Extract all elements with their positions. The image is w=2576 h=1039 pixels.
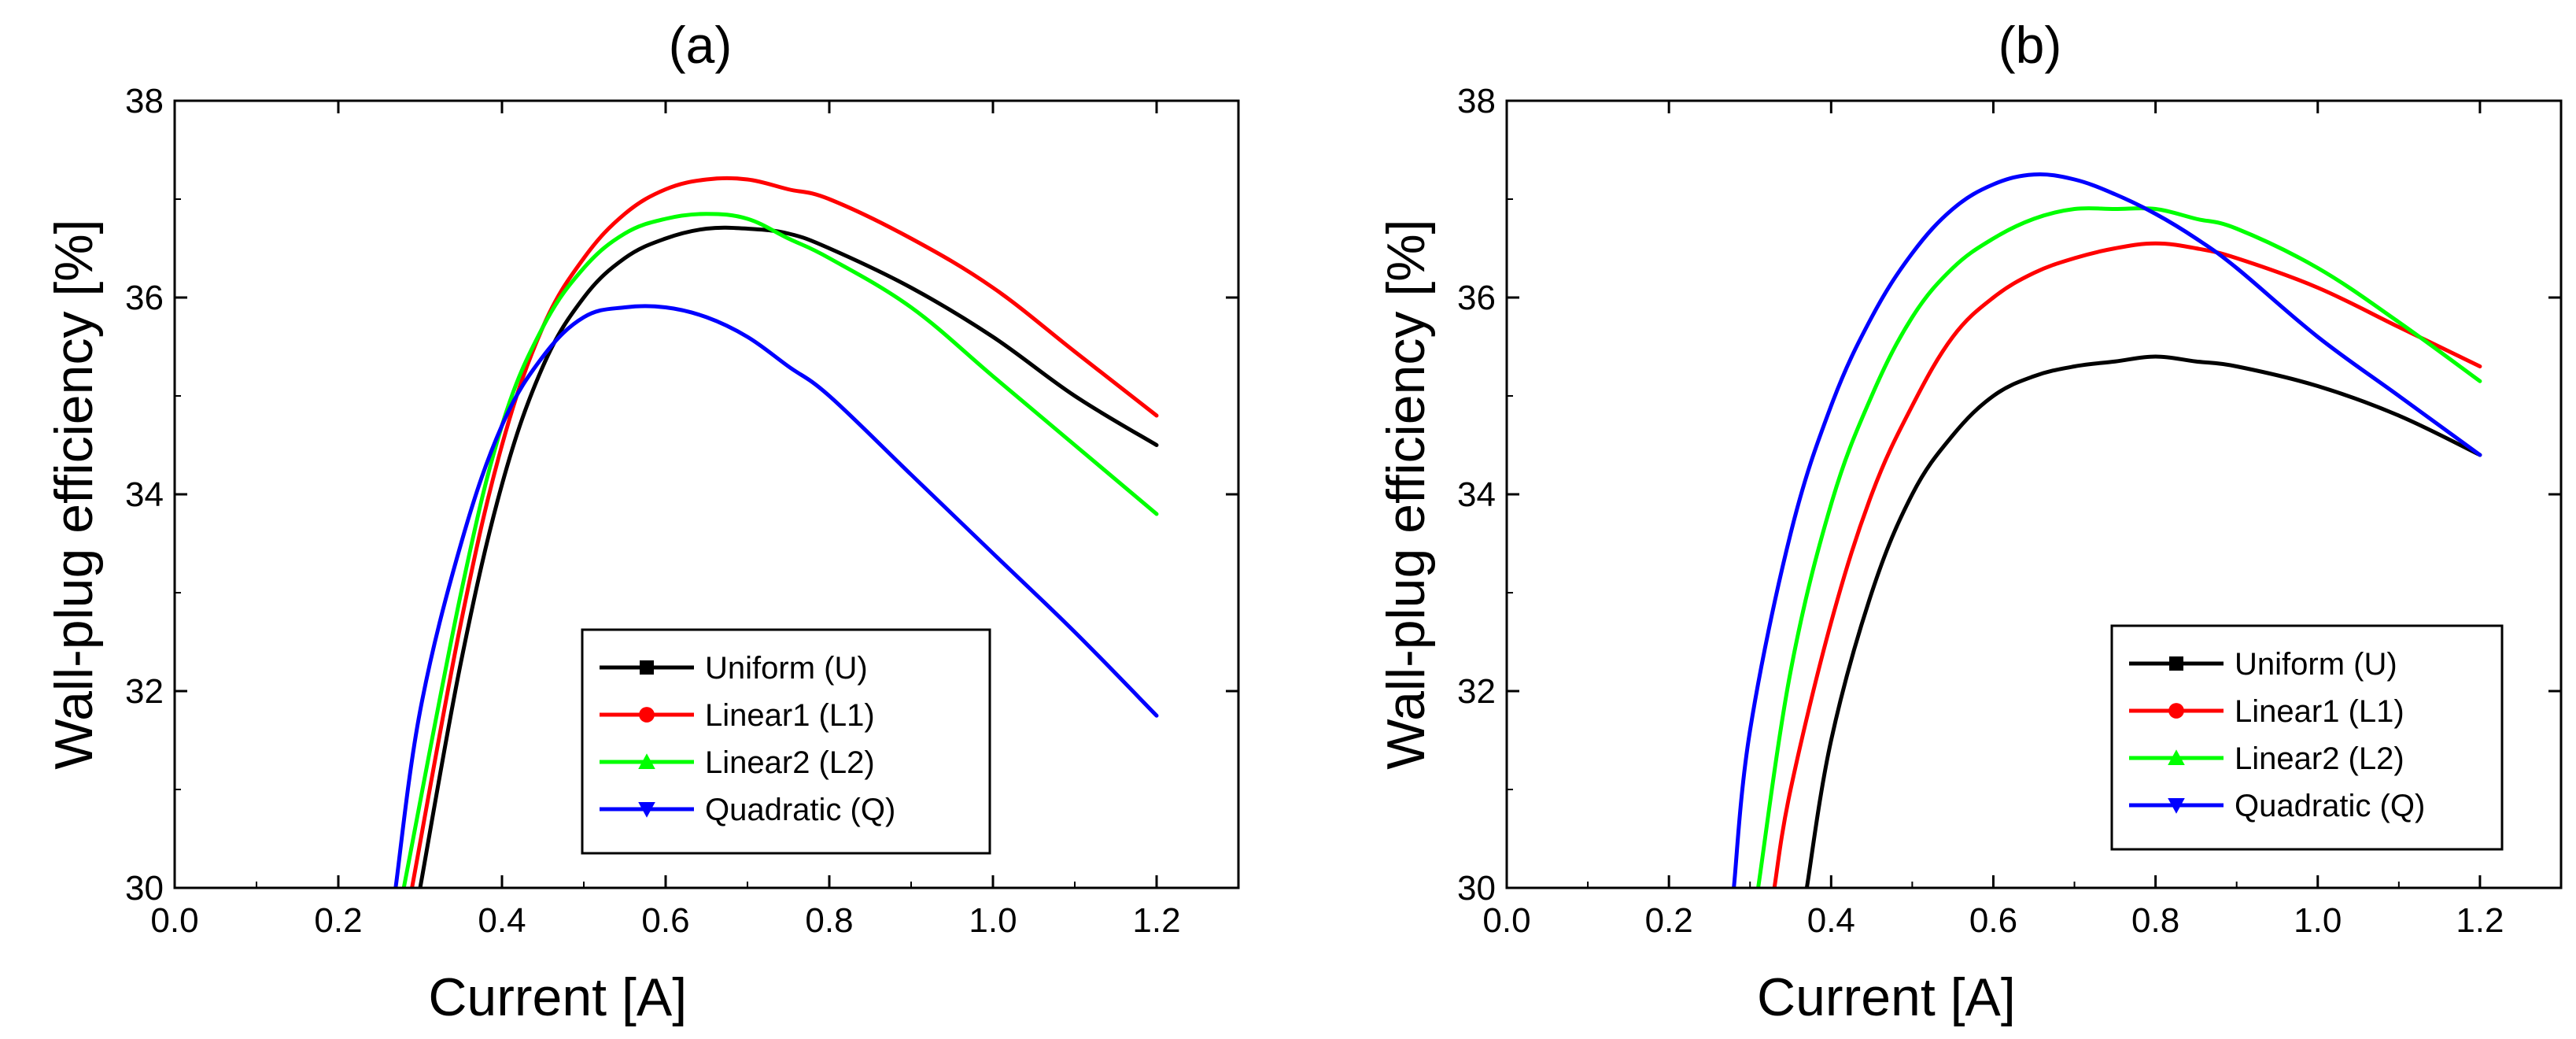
x-axis-label: Current [A] [1757, 967, 2016, 1027]
x-tick-label: 1.0 [969, 901, 1017, 940]
legend-marker-3 [2168, 749, 2185, 765]
x-tick-label: 1.0 [2294, 901, 2342, 940]
series-line-4 [1732, 172, 2482, 888]
series-line-3 [1756, 206, 2482, 888]
legend-label-1: Uniform (U) [705, 651, 868, 686]
x-tick-label: 1.2 [1132, 901, 1180, 940]
legend-marker-4 [638, 802, 655, 818]
y-tick-label: 38 [125, 82, 164, 120]
legend-marker-1 [640, 660, 654, 675]
x-tick-label: 0.4 [478, 901, 526, 940]
legend-marker-4 [2168, 798, 2185, 814]
x-axis-label: Current [A] [428, 967, 687, 1027]
y-tick-label: 30 [1457, 869, 1496, 908]
series-line-4 [393, 304, 1159, 888]
x-tick-label: 0.6 [641, 901, 689, 940]
legend-label-1: Uniform (U) [2235, 647, 2397, 682]
y-tick-label: 32 [1457, 672, 1496, 711]
legend-label-4: Quadratic (Q) [2235, 789, 2425, 823]
y-axis-label: Wall-plug efficiency [%] [44, 219, 104, 769]
legend: Uniform (U) Linear1 (L1) Linear2 (L2) Quadr… [581, 628, 991, 855]
y-tick-label: 30 [125, 869, 164, 908]
y-tick-label: 32 [125, 672, 164, 711]
chart-title: (b) [1998, 16, 2062, 74]
legend-marker-2 [2168, 703, 2184, 719]
x-tick-label: 0.0 [150, 901, 198, 940]
series-line-2 [410, 176, 1159, 888]
chart-panel-b: (b) 0.0 0.2 0.4 0.6 0.8 1.0 1.2 30 32 34 36 38 Curren… [1376, 16, 2563, 1027]
legend-label-3: Linear2 (L2) [705, 745, 875, 780]
series-line-1 [1804, 354, 2482, 888]
legend-marker-2 [639, 707, 655, 723]
legend-label-4: Quadratic (Q) [705, 793, 895, 827]
x-tick-label: 0.8 [2131, 901, 2179, 940]
legend-label-2: Linear1 (L1) [705, 698, 875, 733]
y-axis-label: Wall-plug efficiency [%] [1376, 219, 1436, 769]
series-group [393, 176, 1159, 888]
x-tick-label: 0.6 [1969, 901, 2017, 940]
legend: Uniform (U) Linear1 (L1) Linear2 (L2) Quadr… [2110, 624, 2504, 851]
legend-marker-1 [2169, 656, 2183, 671]
x-tick-label: 1.2 [2456, 901, 2504, 940]
series-group [1732, 172, 2482, 888]
y-tick-label: 36 [125, 279, 164, 317]
y-tick-label: 38 [1457, 82, 1496, 120]
x-tick-label: 0.8 [805, 901, 853, 940]
y-tick-label: 36 [1457, 279, 1496, 317]
series-line-3 [401, 212, 1159, 888]
legend-label-2: Linear1 (L1) [2235, 694, 2404, 729]
x-tick-label: 0.0 [1482, 901, 1530, 940]
legend-label-3: Linear2 (L2) [2235, 741, 2404, 776]
series-line-2 [1772, 241, 2482, 888]
series-line-1 [418, 225, 1159, 888]
x-tick-label: 0.4 [1807, 901, 1855, 940]
x-tick-label: 0.2 [1645, 901, 1693, 940]
x-tick-label: 0.2 [314, 901, 362, 940]
chart-title: (a) [669, 16, 733, 74]
y-tick-label: 34 [125, 475, 164, 514]
legend-marker-3 [638, 753, 655, 769]
chart-panel-a: (a) 0.0 0.2 0.4 0.6 0.8 1.0 1.2 30 32 34 36 38 Curren… [44, 16, 1240, 1027]
y-tick-label: 34 [1457, 475, 1496, 514]
